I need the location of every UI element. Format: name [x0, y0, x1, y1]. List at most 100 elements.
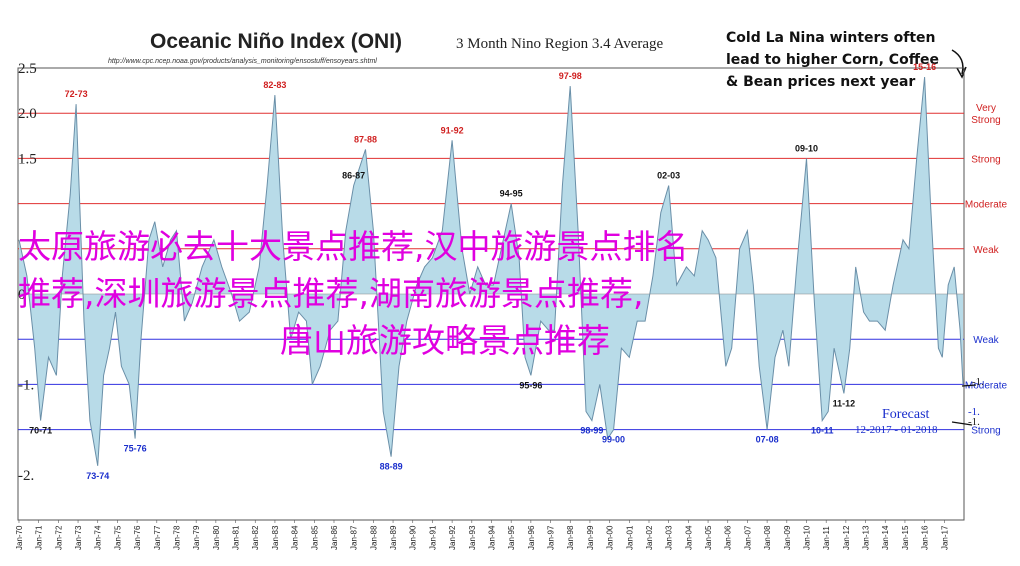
peak-label-15: 88-89 [380, 462, 403, 472]
x-tick-label-18: Jan-88 [369, 525, 378, 550]
peak-label-9: 09-10 [795, 143, 818, 153]
x-tick-label-10: Jan-80 [212, 525, 221, 550]
x-tick-label-17: Jan-87 [350, 525, 359, 550]
peak-label-16: 98-99 [580, 426, 603, 436]
x-tick-label-20: Jan-90 [409, 525, 418, 550]
x-tick-label-43: Jan-13 [862, 525, 871, 550]
threshold-label-3-0: Weak [973, 245, 999, 256]
overlay-line-2: 推荐,深圳旅游景点推荐,湖南旅游景点推荐, [18, 274, 643, 313]
x-tick-label-35: Jan-05 [704, 525, 713, 550]
x-tick-label-33: Jan-03 [665, 525, 674, 550]
oni-area-fill [19, 77, 963, 466]
peak-label-12: 11-12 [833, 398, 856, 408]
threshold-label-0-1: Strong [971, 115, 1000, 126]
callout-arrow [951, 49, 964, 75]
forecast-block: Forecast 12-2017 - 01-2018 -1. -1. -1. [855, 376, 984, 436]
chart-title: Oceanic Niño Index (ONI) [150, 30, 402, 53]
forecast-value-1: -1. [972, 376, 984, 388]
x-tick-label-1: Jan-71 [35, 525, 44, 550]
overlay-text: 太原旅游必去十大景点推荐,汉中旅游景点排名 推荐,深圳旅游景点推荐,湖南旅游景点… [18, 227, 689, 360]
x-tick-label-44: Jan-14 [881, 525, 890, 550]
x-tick-label-30: Jan-00 [606, 525, 615, 550]
callout-line-2: lead to higher Corn, Coffee [726, 52, 939, 68]
y-tick-label-0: 2.5 [18, 61, 37, 77]
peak-label-8: 02-03 [657, 171, 680, 181]
x-tick-label-15: Jan-85 [310, 525, 319, 550]
y-tick-label-1: 2.0 [18, 106, 37, 122]
x-tick-label-31: Jan-01 [625, 525, 634, 550]
x-tick-label-40: Jan-10 [802, 525, 811, 550]
peak-label-4: 97-98 [559, 71, 582, 81]
x-tick-label-41: Jan-11 [822, 526, 831, 550]
x-tick-label-14: Jan-84 [291, 525, 300, 550]
peak-label-17: 99-00 [602, 435, 625, 445]
x-tick-label-22: Jan-92 [448, 525, 457, 550]
x-tick-label-45: Jan-15 [901, 525, 910, 550]
forecast-arrow-2 [951, 421, 973, 426]
y-axis-ticks: 2.5 2.0 1.5 0 -1. -2. [18, 61, 37, 484]
x-tick-label-23: Jan-93 [468, 525, 477, 550]
peak-label-14: 75-76 [124, 444, 147, 454]
threshold-label-0-0: Very [976, 103, 996, 114]
x-tick-label-42: Jan-12 [842, 525, 851, 550]
callout-annotation: Cold La Nina winters often lead to highe… [726, 30, 967, 90]
peak-labels: 72-73 82-83 87-88 91-92 97-98 15-16 86-87 94-95… [29, 62, 936, 481]
peak-label-0: 72-73 [65, 89, 88, 99]
x-tick-label-9: Jan-79 [192, 525, 201, 550]
x-tick-label-36: Jan-06 [724, 525, 733, 550]
x-tick-label-47: Jan-17 [940, 525, 949, 550]
peak-label-10: 70-71 [29, 426, 52, 436]
peak-label-7: 94-95 [500, 189, 523, 199]
x-tick-label-24: Jan-94 [487, 525, 496, 550]
y-tick-label-7: -1. [18, 377, 34, 393]
x-tick-label-29: Jan-99 [586, 525, 595, 550]
peak-label-18: 07-08 [756, 435, 779, 445]
x-tick-label-21: Jan-91 [428, 525, 437, 550]
x-tick-label-8: Jan-78 [172, 525, 181, 550]
oni-line [18, 76, 964, 466]
x-tick-label-27: Jan-97 [547, 525, 556, 550]
callout-line-3: & Bean prices next year [726, 74, 915, 90]
overlay-line-1: 太原旅游必去十大景点推荐,汉中旅游景点排名 [18, 227, 689, 266]
x-tick-label-2: Jan-72 [54, 525, 63, 550]
threshold-label-5-0: Moderate [965, 380, 1008, 391]
x-tick-label-5: Jan-75 [113, 525, 122, 550]
forecast-arrow-1 [961, 384, 977, 387]
x-tick-label-4: Jan-74 [94, 525, 103, 550]
threshold-label-4-0: Weak [973, 335, 999, 346]
callout-line-1: Cold La Nina winters often [726, 30, 936, 46]
x-tick-label-13: Jan-83 [271, 525, 280, 550]
oni-area-series [18, 76, 964, 466]
x-tick-label-39: Jan-09 [783, 525, 792, 550]
threshold-label-6-0: Strong [971, 426, 1000, 437]
forecast-value-3: -1. [968, 416, 980, 428]
x-tick-label-6: Jan-76 [133, 525, 142, 550]
threshold-label-2-0: Moderate [965, 200, 1008, 211]
threshold-label-1-0: Strong [971, 154, 1000, 165]
x-tick-label-12: Jan-82 [251, 525, 260, 550]
y-tick-label-5: 0 [18, 287, 26, 303]
peak-label-19: 10-11 [811, 426, 834, 436]
peak-label-5: 15-16 [913, 62, 936, 72]
forecast-range: 12-2017 - 01-2018 [855, 424, 938, 436]
x-tick-label-7: Jan-77 [153, 525, 162, 550]
x-tick-label-0: Jan-70 [15, 525, 24, 550]
x-tick-label-34: Jan-04 [684, 525, 693, 550]
x-tick-label-25: Jan-95 [507, 525, 516, 550]
peak-label-6: 86-87 [342, 171, 365, 181]
y-tick-label-9: -2. [18, 468, 34, 484]
x-tick-label-3: Jan-73 [74, 525, 83, 550]
callout-arrowhead [956, 66, 967, 79]
peak-label-2: 87-88 [354, 134, 377, 144]
x-axis-ticks: Jan-70 Jan-71 Jan-72 Jan-73 Jan-74 Jan-75 Jan-… [15, 520, 949, 550]
x-tick-label-32: Jan-02 [645, 525, 654, 550]
x-tick-label-19: Jan-89 [389, 525, 398, 550]
x-tick-label-11: Jan-81 [232, 525, 241, 550]
x-tick-label-38: Jan-08 [763, 525, 772, 550]
y-tick-label-2: 1.5 [18, 151, 37, 167]
peak-label-3: 91-92 [441, 125, 464, 135]
x-tick-label-46: Jan-16 [921, 525, 930, 550]
chart-subtitle: 3 Month Nino Region 3.4 Average [456, 36, 664, 52]
peak-label-13: 73-74 [86, 471, 109, 481]
